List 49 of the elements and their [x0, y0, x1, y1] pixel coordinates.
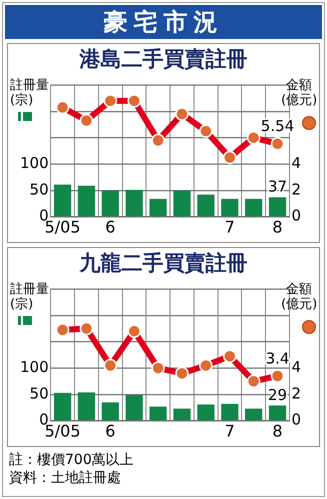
y2-tick-label: 4: [291, 358, 302, 376]
y-axis-title: 註冊量(宗): [10, 282, 50, 312]
data-label: 3.4: [266, 349, 290, 368]
bar: [221, 404, 238, 420]
text: 註：樓價700萬以上: [9, 451, 135, 469]
y2-axis-title: 金額(億元): [280, 78, 318, 108]
y2-tick-label: 4: [291, 154, 302, 172]
bar: [126, 190, 143, 216]
x-tick-label: 6: [105, 218, 116, 237]
x-tick-label: 7: [224, 218, 235, 237]
bar: [245, 408, 262, 420]
bar: [78, 392, 96, 420]
bar: [54, 392, 72, 420]
bar: [102, 402, 119, 420]
y2-axis-title: 金額(億元): [280, 282, 318, 312]
bar: [150, 198, 167, 216]
y-axis-title: 註冊量(宗): [10, 78, 50, 108]
x-tick-label: 6: [105, 422, 116, 441]
text: 資料：土地註冊處: [9, 469, 122, 487]
bar: [245, 198, 262, 216]
y2-tick-label: 0: [291, 206, 302, 225]
bar: [150, 406, 167, 420]
text: 豪宅市況: [5, 5, 322, 39]
chart-title: 港島二手買賣註冊: [78, 46, 248, 73]
bar: [197, 194, 214, 216]
data-label: 5.54: [260, 117, 294, 136]
bar: [78, 186, 96, 216]
bar: [197, 404, 214, 420]
bar: [268, 197, 286, 216]
y-tick-label: 100: [20, 154, 49, 172]
chart-title: 九龍二手買賣註冊: [78, 250, 248, 277]
y-tick-label: 100: [20, 358, 49, 376]
data-label: 29: [268, 386, 288, 404]
bar: [173, 408, 191, 420]
y2-tick-label: 2: [291, 180, 302, 198]
x-tick-label: 8: [272, 422, 283, 441]
bar: [102, 190, 119, 216]
x-tick-label: 8: [272, 218, 283, 237]
data-label: 37: [268, 178, 288, 196]
y2-tick-label: 2: [291, 384, 302, 402]
y-tick-label: 50: [30, 384, 49, 402]
bar: [268, 406, 286, 420]
x-tick-label: 7: [224, 422, 235, 441]
bar: [54, 184, 72, 216]
y-tick-label: 50: [30, 180, 49, 198]
bar: [126, 394, 143, 420]
bar: [221, 198, 238, 216]
y2-tick-label: 0: [291, 410, 302, 429]
bar: [173, 190, 191, 216]
